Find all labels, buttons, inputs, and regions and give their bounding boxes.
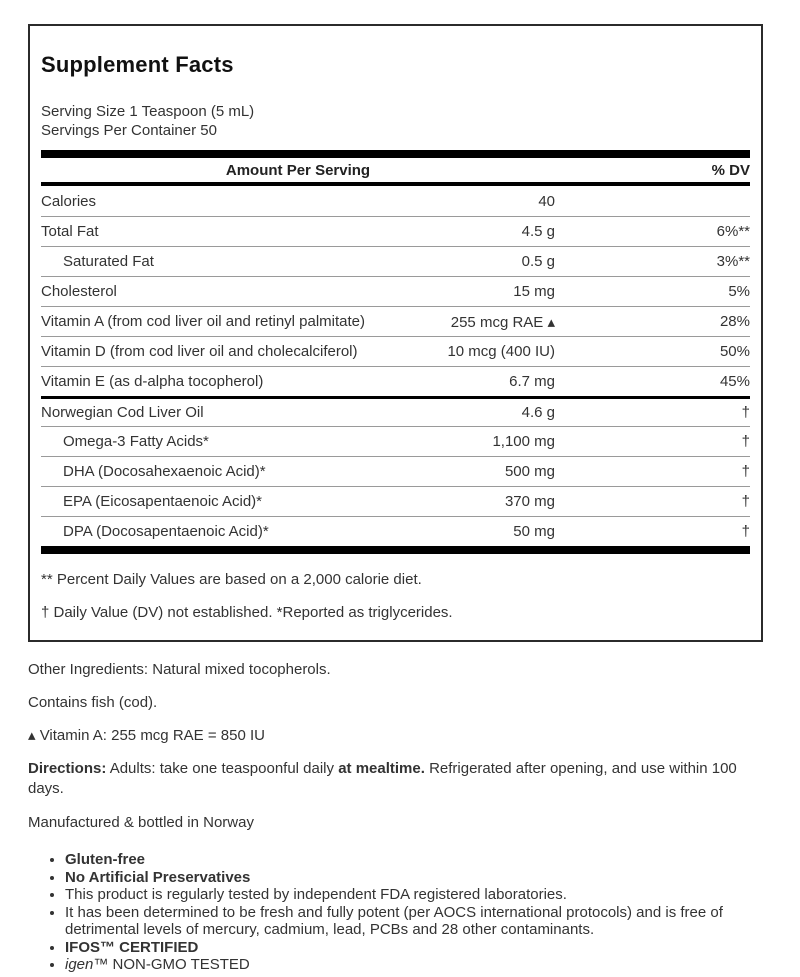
claim-italic-brand: igen — [65, 956, 94, 973]
nutrient-row: Total Fat 4.5 g 6%** — [41, 216, 750, 246]
nutrient-name: Vitamin D (from cod liver oil and cholec… — [41, 343, 358, 360]
nutrient-row: Vitamin D (from cod liver oil and cholec… — [41, 336, 750, 366]
claim-item: This product is regularly tested by inde… — [65, 886, 770, 904]
nutrient-amount: 10 mcg (400 IU) — [447, 343, 555, 360]
nutrient-dv: † — [741, 433, 750, 450]
nutrient-amount: 6.7 mg — [509, 373, 555, 390]
allergen-statement: Contains fish (cod). — [28, 694, 158, 711]
manufactured-statement: Manufactured & bottled in Norway — [28, 814, 254, 831]
nutrient-row: Cholesterol 15 mg 5% — [41, 276, 750, 306]
nutrient-amount: 370 mg — [504, 493, 555, 510]
nutrient-name: EPA (Eicosapentaenoic Acid)* — [63, 493, 263, 510]
nutrient-row: DHA (Docosahexaenoic Acid)* 500 mg † — [41, 456, 750, 486]
percent-dv-header: % DV — [711, 161, 750, 179]
nutrient-row: Norwegian Cod Liver Oil 4.6 g † — [41, 396, 750, 426]
claim-item: IFOS™ CERTIFIED — [65, 939, 770, 957]
nutrient-amount: 4.5 g — [521, 223, 555, 240]
nutrient-dv: † — [741, 404, 750, 421]
nutrient-dv: † — [741, 463, 750, 480]
nutrient-amount: 255 mcg RAE ▴ — [450, 313, 555, 331]
nutrient-dv: 3%** — [716, 253, 750, 270]
nutrient-amount: 50 mg — [513, 523, 555, 540]
label-details: Other Ingredients: Natural mixed tocophe… — [28, 660, 770, 974]
other-ingredients: Other Ingredients: Natural mixed tocophe… — [28, 661, 331, 678]
nutrient-name: Saturated Fat — [63, 253, 154, 270]
amount-per-serving-header: Amount Per Serving — [225, 161, 371, 179]
directions-segment: Adults: take one teaspoonful daily — [106, 760, 339, 777]
nutrient-name: Vitamin E (as d-alpha tocopherol) — [41, 373, 264, 390]
vitamin-a-note: ▴ Vitamin A: 255 mcg RAE = 850 IU — [28, 727, 265, 744]
nutrient-name: Total Fat — [41, 223, 99, 240]
nutrient-amount: 4.6 g — [521, 404, 555, 421]
nutrient-name: Norwegian Cod Liver Oil — [41, 404, 204, 421]
product-claims-list: Gluten-freeNo Artificial PreservativesTh… — [28, 851, 770, 974]
divider-light — [41, 182, 750, 186]
nutrient-amount: 500 mg — [504, 463, 555, 480]
nutrient-row: DPA (Docosapentaenoic Acid)* 50 mg † — [41, 516, 750, 546]
nutrient-dv: 6%** — [716, 223, 750, 240]
nutrient-dv: 5% — [728, 283, 750, 300]
panel-title: Supplement Facts — [41, 52, 234, 77]
nutrient-dv: 45% — [719, 373, 750, 390]
divider-heavy-top — [41, 150, 750, 158]
directions-segment: Refrigerated after opening, and use with… — [28, 760, 737, 797]
directions-bold-segment: at mealtime. — [338, 760, 425, 777]
supplement-facts-panel: Supplement Facts Serving Size 1 Teaspoon… — [28, 24, 763, 642]
nutrient-amount: 0.5 g — [521, 253, 555, 270]
nutrient-rows: Calories 40 Total Fat 4.5 g 6%** Saturat… — [41, 186, 750, 546]
nutrient-dv: 28% — [719, 313, 750, 330]
claim-item: Gluten-free — [65, 851, 770, 869]
nutrient-row: EPA (Eicosapentaenoic Acid)* 370 mg † — [41, 486, 750, 516]
nutrient-name: Calories — [41, 192, 97, 210]
nutrient-name: Vitamin A (from cod liver oil and retiny… — [41, 313, 366, 330]
nutrient-name: DHA (Docosahexaenoic Acid)* — [63, 463, 266, 480]
claim-item: It has been determined to be fresh and f… — [65, 904, 770, 939]
serving-size: Serving Size 1 Teaspoon (5 mL) — [41, 103, 255, 120]
divider-heavy-bottom — [41, 546, 750, 554]
nutrient-row: Vitamin A (from cod liver oil and retiny… — [41, 306, 750, 336]
footnote-daily-values: ** Percent Daily Values are based on a 2… — [41, 571, 422, 588]
nutrient-dv: † — [741, 523, 750, 540]
table-header-row: Amount Per Serving % DV — [41, 158, 750, 182]
nutrient-row: Omega-3 Fatty Acids* 1,100 mg † — [41, 426, 750, 456]
claim-item: igen™ NON-GMO TESTED — [65, 956, 770, 974]
nutrient-dv: † — [741, 493, 750, 510]
nutrient-name: Cholesterol — [41, 283, 117, 300]
servings-per-container: Servings Per Container 50 — [41, 122, 217, 139]
nutrient-row: Saturated Fat 0.5 g 3%** — [41, 246, 750, 276]
nutrient-amount: 1,100 mg — [492, 433, 555, 450]
nutrient-dv: 50% — [719, 343, 750, 360]
nutrient-name: DPA (Docosapentaenoic Acid)* — [63, 523, 269, 540]
directions-bold-segment: Directions: — [28, 760, 107, 777]
nutrient-row: Calories 40 — [41, 186, 750, 216]
nutrient-row: Vitamin E (as d-alpha tocopherol) 6.7 mg… — [41, 366, 750, 396]
claim-item: No Artificial Preservatives — [65, 869, 770, 887]
directions: Directions: Adults: take one teaspoonful… — [28, 759, 770, 799]
nutrient-amount: 15 mg — [513, 283, 555, 300]
nutrient-name: Omega-3 Fatty Acids* — [63, 433, 209, 450]
nutrient-amount: 40 — [538, 192, 555, 210]
footnote-dv-not-established: † Daily Value (DV) not established. *Rep… — [41, 604, 453, 621]
